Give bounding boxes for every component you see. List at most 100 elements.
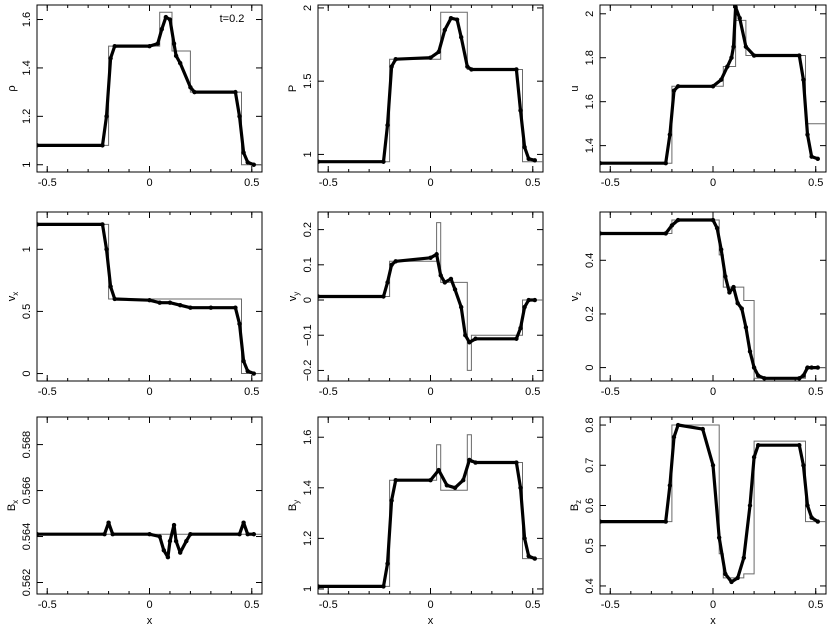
simulation-point	[241, 358, 246, 364]
panel-3: -0.5 0 0.5 1.4 1.6 1.8 2 u	[569, 4, 827, 189]
simulation-point	[518, 325, 523, 331]
y-tick-label: −0.2	[302, 360, 314, 382]
simulation-point	[522, 536, 527, 541]
y-axis-label-main: v	[287, 295, 299, 301]
simulation-point	[245, 532, 250, 537]
simulation-point	[112, 43, 117, 49]
y-axis-label-main: B	[287, 504, 299, 511]
simulation-point	[735, 301, 740, 306]
panel-6: -0.5 0 0.5 0 0.2 0.4 vz	[569, 211, 827, 398]
simulation-point	[751, 455, 757, 460]
simulation-point	[161, 548, 167, 553]
x-tick-label: 0	[710, 177, 716, 189]
x-axis-label: x	[428, 615, 434, 627]
simulation-point	[514, 460, 519, 465]
x-tick-label: 0	[427, 386, 433, 398]
y-tick-label: 0.5	[21, 304, 33, 319]
simulation-point	[675, 217, 681, 223]
simulation-point	[600, 519, 603, 524]
simulation-point	[442, 27, 448, 33]
y-tick-label: 0.2	[302, 222, 314, 237]
simulation-point	[675, 422, 681, 428]
x-tick-label: 0.5	[244, 599, 259, 611]
plot-frame	[599, 416, 827, 595]
y-axis-label-sub: z	[574, 500, 583, 504]
y-axis-label-sub: y	[292, 292, 301, 296]
reference-solution-line	[600, 424, 826, 579]
simulation-point	[104, 247, 109, 252]
x-tick-label: 0.5	[244, 386, 259, 398]
simulation-point	[815, 156, 820, 162]
y-tick-label: 0.5	[584, 538, 596, 553]
simulation-point	[428, 478, 433, 483]
simulation-point	[751, 53, 757, 58]
simulation-point	[700, 426, 705, 432]
simulation-point	[735, 575, 740, 581]
plot-frame	[317, 4, 544, 173]
simulation-point	[155, 41, 160, 46]
simulation-point	[815, 365, 820, 370]
simulation-point	[381, 159, 386, 164]
y-tick-label: 0.4	[584, 253, 596, 268]
x-tick-label: 0	[146, 599, 152, 611]
simulation-point	[458, 304, 464, 310]
simulation-point	[514, 336, 519, 341]
simulation-point	[167, 17, 173, 22]
simulation-point	[102, 532, 107, 537]
simulation-point	[147, 532, 152, 537]
simulation-point	[385, 280, 390, 285]
x-tick-label: -0.5	[319, 386, 338, 398]
y-tick-label: 2	[584, 11, 596, 17]
simulation-points-line	[37, 521, 256, 559]
x-tick-label: -0.5	[601, 599, 620, 611]
y-axis-label: ρ	[6, 85, 18, 91]
simulation-point	[663, 231, 668, 236]
simulation-point	[526, 553, 531, 559]
y-tick-label: 0	[584, 365, 596, 371]
simulation-point	[251, 532, 257, 537]
y-tick-label: 1.4	[302, 480, 314, 495]
simulation-point	[719, 247, 724, 252]
reference-solution-line	[600, 219, 826, 379]
simulation-point	[532, 297, 538, 303]
x-tick-label: 0	[146, 177, 152, 189]
simulation-point	[741, 555, 747, 560]
simulation-point	[393, 259, 398, 264]
x-tick-label: -0.5	[319, 599, 338, 611]
simulation-point	[667, 132, 673, 137]
simulation-point	[385, 561, 390, 566]
y-tick-label: −0.1	[302, 324, 314, 346]
simulation-points-line	[37, 222, 256, 376]
y-axis-label: vx	[6, 292, 20, 302]
simulation-point	[452, 485, 458, 490]
y-axis-label-sub: x	[11, 292, 20, 296]
simulation-point	[532, 158, 538, 163]
simulation-point	[157, 534, 162, 539]
y-axis-label-main: ρ	[6, 85, 18, 91]
simulation-point	[727, 290, 732, 295]
simulation-point	[436, 49, 441, 55]
simulation-point	[473, 460, 478, 465]
simulation-point	[389, 498, 394, 503]
y-tick-label: 0.7	[584, 458, 596, 473]
simulation-point	[710, 84, 716, 89]
simulation-point	[448, 276, 454, 282]
simulation-point	[393, 478, 398, 483]
simulation-point	[37, 143, 40, 148]
simulation-point	[442, 280, 448, 285]
y-tick-label: 1.6	[302, 430, 314, 445]
simulation-point	[184, 538, 189, 544]
simulation-point	[739, 306, 744, 311]
y-axis-label-main: B	[6, 504, 18, 511]
y-tick-label: 1.8	[584, 50, 596, 65]
simulation-point	[436, 467, 441, 473]
y-tick-label: 0.564	[21, 523, 33, 551]
y-tick-label: 1.4	[21, 60, 33, 75]
simulation-point	[245, 368, 250, 374]
x-tick-label: 0.5	[525, 386, 540, 398]
reference-solution-line	[37, 11, 262, 166]
panel-4: -0.5 0 0.5 0 0.5 1 vx	[6, 211, 263, 398]
simulation-point	[716, 535, 722, 540]
